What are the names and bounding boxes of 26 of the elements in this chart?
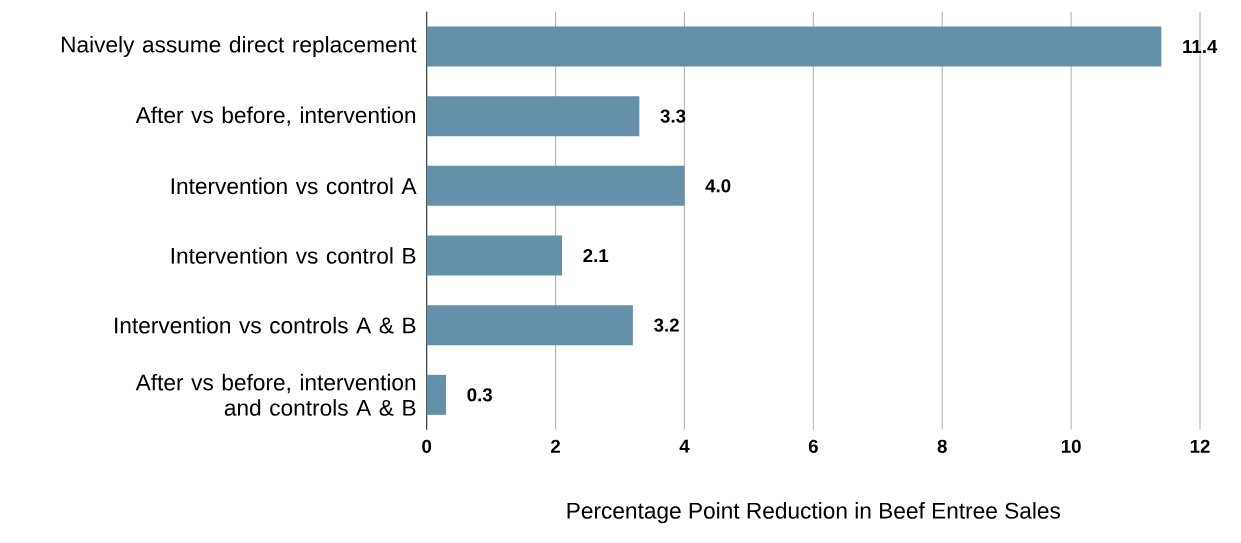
y-tick-label: Intervention vs controls A & B: [115, 316, 416, 334]
x-tick-label: 2: [551, 439, 561, 453]
bar: [426, 165, 685, 206]
x-tick-label: 6: [808, 439, 818, 453]
data-label: 4.0: [705, 179, 731, 193]
y-tick-label: Intervention vs control B: [171, 247, 416, 264]
data-label: 3.3: [660, 109, 686, 123]
x-tick-label: 4: [679, 439, 690, 453]
y-tick-label: After vs before, intervention and controls A & B: [135, 373, 416, 416]
x-tick-label: 0: [422, 439, 432, 453]
y-tick-label: Intervention vs control A: [171, 177, 417, 195]
bar: [426, 26, 1162, 67]
bar: [426, 374, 446, 415]
data-label: 3.2: [654, 318, 679, 332]
data-label: 2.1: [583, 248, 609, 263]
data-label: 0.3: [467, 388, 492, 402]
bar: [426, 235, 562, 276]
x-tick-label: 12: [1190, 439, 1210, 453]
x-tick-label: 8: [937, 439, 947, 453]
bar: [426, 305, 633, 346]
y-tick-label: After vs before, intervention: [135, 106, 416, 126]
data-label: 11.4: [1183, 40, 1218, 53]
x-tick-label: 10: [1061, 439, 1081, 453]
x-axis-title: Percentage Point Reduction in Beef Entree Sales: [567, 502, 1061, 524]
y-tick-label: Naively assume direct replacement: [61, 35, 417, 58]
bar: [426, 96, 640, 137]
